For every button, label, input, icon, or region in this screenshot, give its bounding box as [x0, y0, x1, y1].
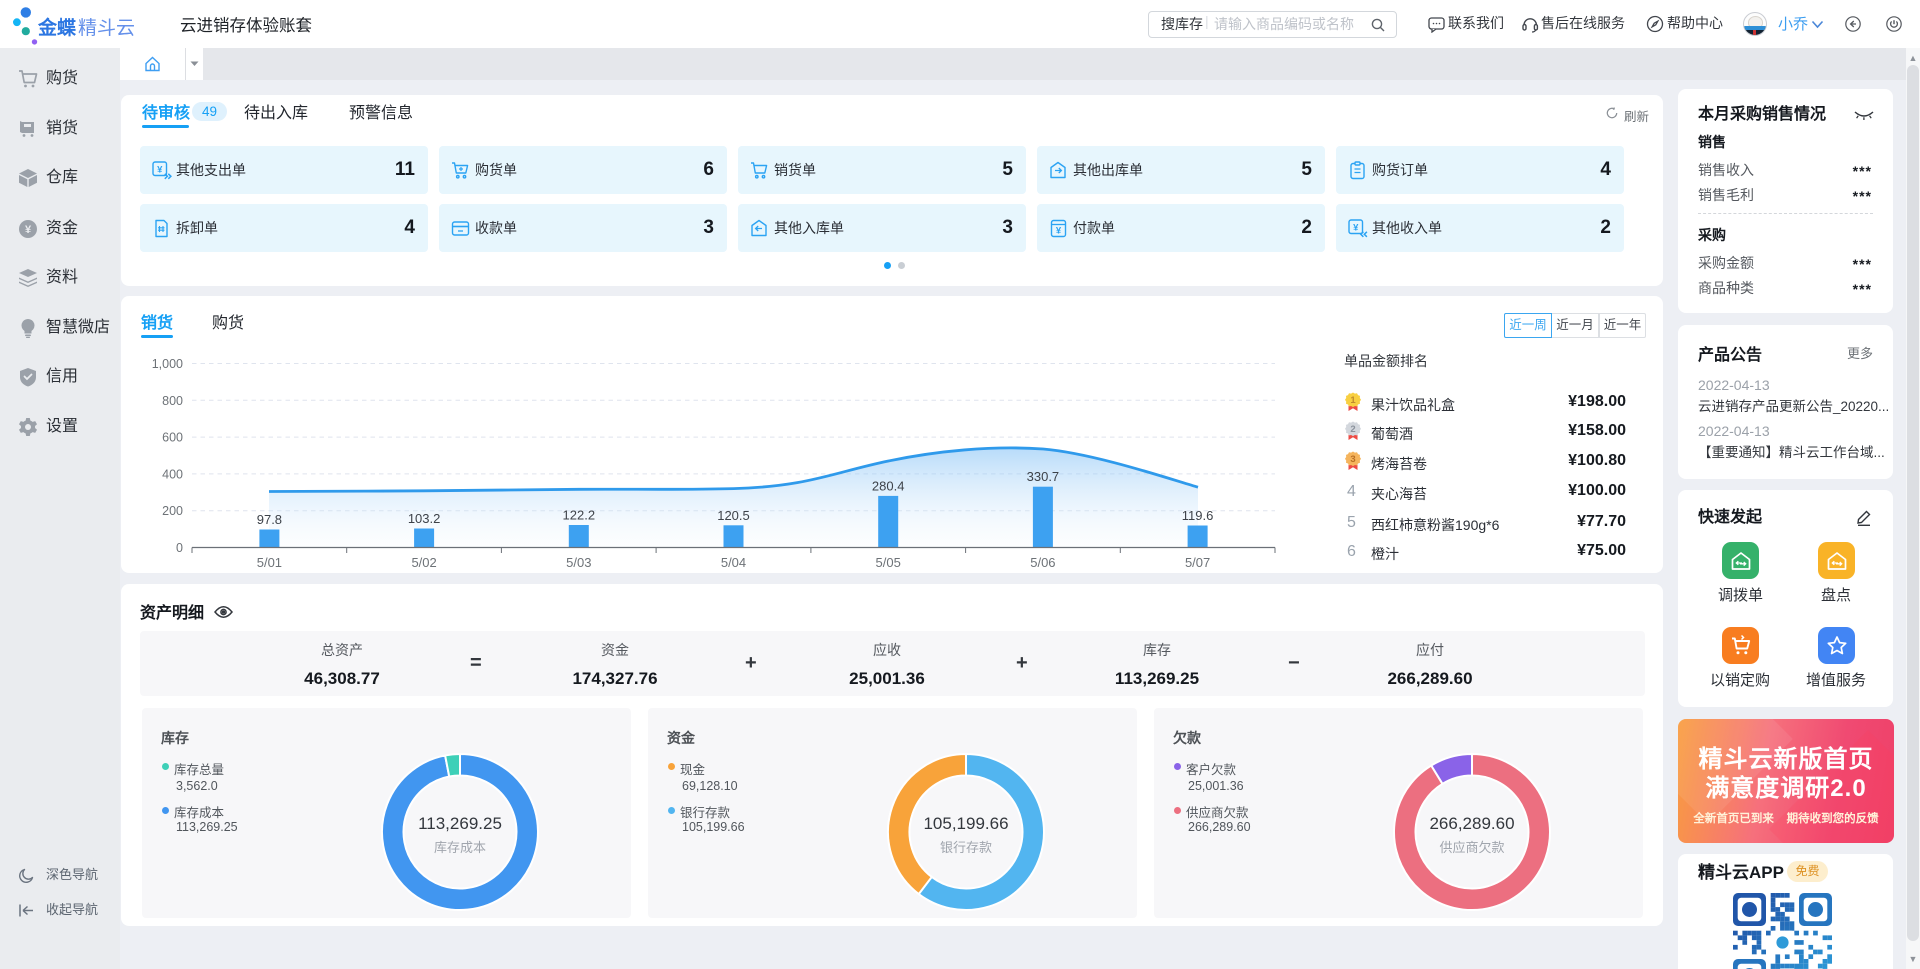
- svg-text:5/04: 5/04: [721, 555, 746, 570]
- svg-text:3: 3: [1350, 454, 1355, 465]
- svg-text:200: 200: [162, 504, 183, 518]
- svg-text:600: 600: [162, 431, 183, 445]
- svg-text:119.6: 119.6: [1182, 508, 1214, 523]
- svg-text:0: 0: [176, 541, 183, 555]
- svg-text:¥: ¥: [1056, 226, 1062, 237]
- svg-text:5/03: 5/03: [566, 555, 591, 570]
- svg-text:1: 1: [1350, 395, 1356, 406]
- svg-text:122.2: 122.2: [563, 508, 596, 523]
- svg-text:5/01: 5/01: [257, 555, 282, 570]
- svg-text:97.8: 97.8: [257, 512, 282, 527]
- svg-text:400: 400: [162, 467, 183, 481]
- svg-text:¥: ¥: [1353, 222, 1359, 233]
- svg-text:¥: ¥: [157, 164, 163, 175]
- svg-text:2: 2: [1350, 424, 1355, 435]
- svg-text:800: 800: [162, 394, 183, 408]
- svg-text:5/05: 5/05: [876, 555, 901, 570]
- svg-text:330.7: 330.7: [1027, 469, 1060, 484]
- svg-text:120.5: 120.5: [717, 508, 750, 523]
- svg-text:¥: ¥: [25, 224, 32, 236]
- svg-text:5/07: 5/07: [1185, 555, 1210, 570]
- svg-text:1,000: 1,000: [152, 357, 183, 371]
- svg-text:5/02: 5/02: [411, 555, 436, 570]
- svg-text:5/06: 5/06: [1030, 555, 1055, 570]
- svg-text:103.2: 103.2: [408, 511, 441, 526]
- svg-text:280.4: 280.4: [872, 478, 905, 493]
